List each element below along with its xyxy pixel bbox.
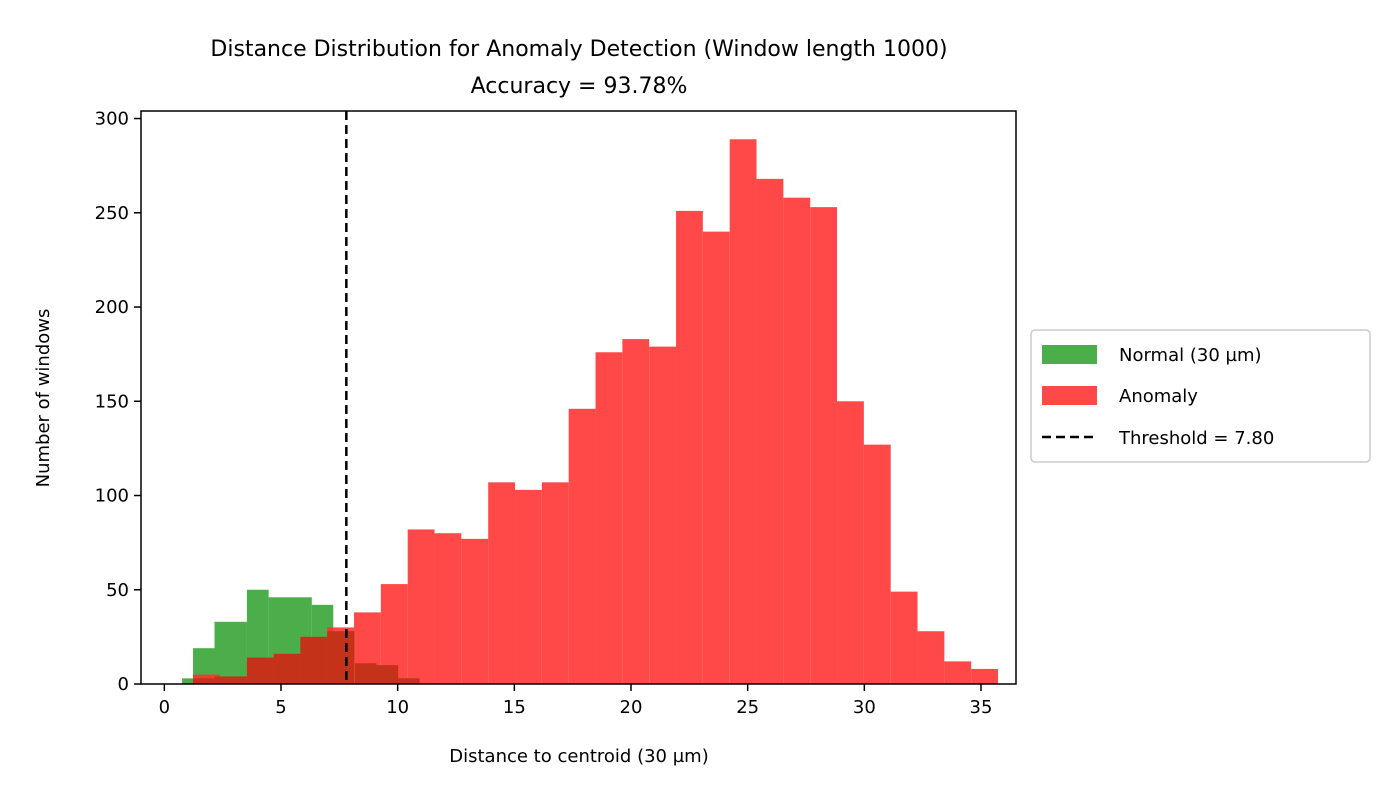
legend-box [1030, 329, 1371, 463]
anomaly-bar-21 [756, 178, 784, 685]
normal-bar-0 [182, 678, 194, 684]
overlap-bar-6 [354, 663, 377, 684]
overlap-bar-4 [300, 636, 328, 684]
anomaly-bar-8 [407, 529, 435, 684]
overlap-bar-8 [398, 678, 420, 684]
legend-swatch-anomaly [1042, 386, 1097, 405]
anomaly-bar-17 [649, 346, 677, 684]
x-tick-label-0: 0 [159, 697, 170, 718]
overlap-bar-3 [273, 653, 301, 684]
y-tick-label-2: 100 [95, 486, 129, 507]
overlap-bar-2 [246, 657, 274, 684]
axes-frame [140, 110, 1017, 685]
overlap-bar-5 [327, 631, 355, 684]
y-tick-label-6: 300 [95, 109, 129, 130]
x-tick-label-1: 5 [275, 697, 286, 718]
x-axis-label: Distance to centroid (30 µm) [449, 746, 708, 767]
y-tick-label-4: 200 [95, 297, 129, 318]
y-tick-label-1: 50 [106, 580, 129, 601]
anomaly-bar-28 [944, 661, 972, 684]
x-axis-ticks: 0 5 10 15 20 25 30 35 [159, 684, 993, 718]
x-tick-label-7: 35 [970, 697, 993, 718]
anomaly-bar-12 [515, 489, 542, 684]
anomaly-bar-19 [702, 231, 730, 684]
legend-label-anomaly: Anomaly [1119, 386, 1198, 407]
chart-title: Distance Distribution for Anomaly Detect… [210, 37, 947, 62]
anomaly-bar-29 [971, 668, 999, 684]
y-axis-label: Number of windows [33, 309, 54, 488]
overlap-bar-1 [214, 676, 247, 684]
anomaly-bar-14 [568, 408, 596, 684]
y-axis-ticks: 0 50 100 150 200 250 300 [95, 109, 141, 695]
legend-swatch-normal [1042, 345, 1097, 364]
normal-bar-2 [214, 621, 247, 684]
x-tick-label-5: 25 [736, 697, 759, 718]
plot-area [182, 111, 999, 685]
anomaly-bar-25 [863, 444, 891, 684]
overlap-bar-7 [376, 665, 399, 684]
legend: Normal (30 µm) Anomaly Threshold = 7.80 [1030, 329, 1371, 463]
y-tick-label-0: 0 [118, 674, 129, 695]
anomaly-bar-27 [917, 631, 945, 684]
anomaly-bar-24 [837, 401, 864, 684]
chart-subtitle: Accuracy = 93.78% [471, 74, 688, 99]
anomaly-bar-15 [595, 352, 623, 684]
y-tick-label-5: 250 [95, 203, 129, 224]
x-tick-label-3: 15 [503, 697, 526, 718]
anomaly-bar-13 [541, 482, 569, 684]
anomaly-bar-11 [488, 482, 516, 684]
x-tick-label-2: 10 [386, 697, 409, 718]
x-tick-label-4: 20 [620, 697, 643, 718]
anomaly-bar-10 [461, 538, 489, 684]
anomaly-bar-22 [783, 197, 811, 684]
legend-label-threshold: Threshold = 7.80 [1118, 428, 1274, 449]
legend-label-normal: Normal (30 µm) [1119, 345, 1262, 366]
anomaly-bar-20 [729, 139, 757, 684]
anomaly-bar-26 [890, 591, 918, 684]
anomaly-bar-16 [622, 339, 650, 684]
overlap-bar-0 [193, 678, 215, 684]
x-tick-label-6: 30 [853, 697, 876, 718]
y-tick-label-3: 150 [95, 391, 129, 412]
anomaly-bar-18 [676, 210, 703, 684]
anomaly-bar-23 [810, 207, 838, 684]
anomaly-bar-9 [434, 533, 462, 684]
